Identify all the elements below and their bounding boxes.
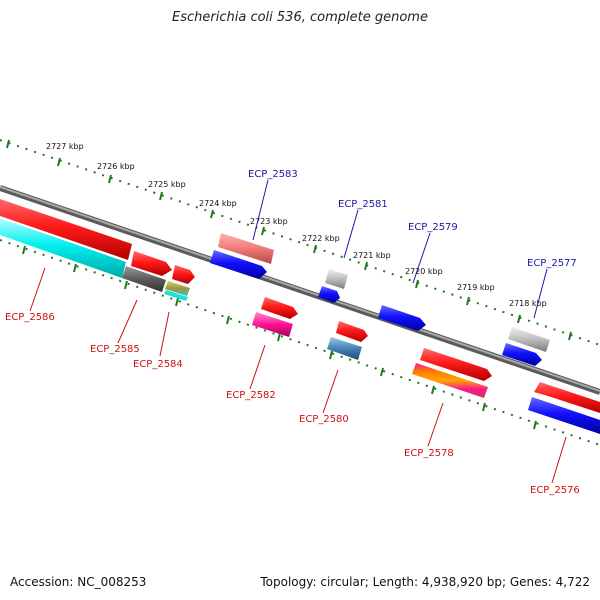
gene-ECP_2586[interactable] <box>0 199 132 278</box>
kbp-label: 2722 kbp <box>302 234 340 243</box>
genome-backbone <box>0 185 600 395</box>
inner-major-ticks <box>22 245 537 430</box>
bottom-leader-lines <box>29 267 567 484</box>
kbp-label: 2720 kbp <box>405 267 443 276</box>
kbp-label: 2719 kbp <box>457 283 495 292</box>
kbp-label: 2726 kbp <box>97 162 135 171</box>
kbp-label: 2727 kbp <box>46 142 84 151</box>
gene-ECP_2583[interactable] <box>210 233 274 279</box>
gene-label[interactable]: ECP_2576 <box>530 485 580 496</box>
gene-label[interactable]: ECP_2578 <box>404 448 454 459</box>
gene-label[interactable]: ECP_2577 <box>527 258 577 269</box>
gene-label[interactable]: ECP_2584 <box>133 359 183 370</box>
gene-ECP_2581[interactable] <box>318 269 348 303</box>
kbp-label: 2718 kbp <box>509 299 547 308</box>
gene-ECP_2579[interactable] <box>378 305 426 331</box>
gene-label[interactable]: ECP_2586 <box>5 312 55 323</box>
kbp-label: 2725 kbp <box>148 180 186 189</box>
gene-ECP_2584[interactable] <box>164 265 195 301</box>
gene-ECP_2576[interactable] <box>528 382 600 434</box>
gene-label[interactable]: ECP_2581 <box>338 199 388 210</box>
kbp-label: 2721 kbp <box>353 251 391 260</box>
top-leader-lines <box>252 179 548 319</box>
gene-label[interactable]: ECP_2585 <box>90 344 140 355</box>
gene-ECP_2580[interactable] <box>327 321 368 360</box>
gene-label[interactable]: ECP_2583 <box>248 169 298 180</box>
gene-ECP_2582[interactable] <box>252 297 298 337</box>
gene-label[interactable]: ECP_2580 <box>299 414 349 425</box>
outer-major-ticks <box>6 139 572 341</box>
gene-ECP_2577[interactable] <box>502 327 550 366</box>
gene-label[interactable]: ECP_2579 <box>408 222 458 233</box>
gene-ECP_2585[interactable] <box>122 251 172 292</box>
accession-text: Accession: NC_008253 <box>10 575 147 589</box>
map-title: Escherichia coli 536, complete genome <box>172 10 428 25</box>
kbp-label: 2724 kbp <box>199 199 237 208</box>
kbp-label: 2723 kbp <box>250 217 288 226</box>
gene-ECP_2578[interactable] <box>412 348 492 398</box>
genome-summary: Topology: circular; Length: 4,938,920 bp… <box>260 575 590 589</box>
gene-label[interactable]: ECP_2582 <box>226 390 276 401</box>
